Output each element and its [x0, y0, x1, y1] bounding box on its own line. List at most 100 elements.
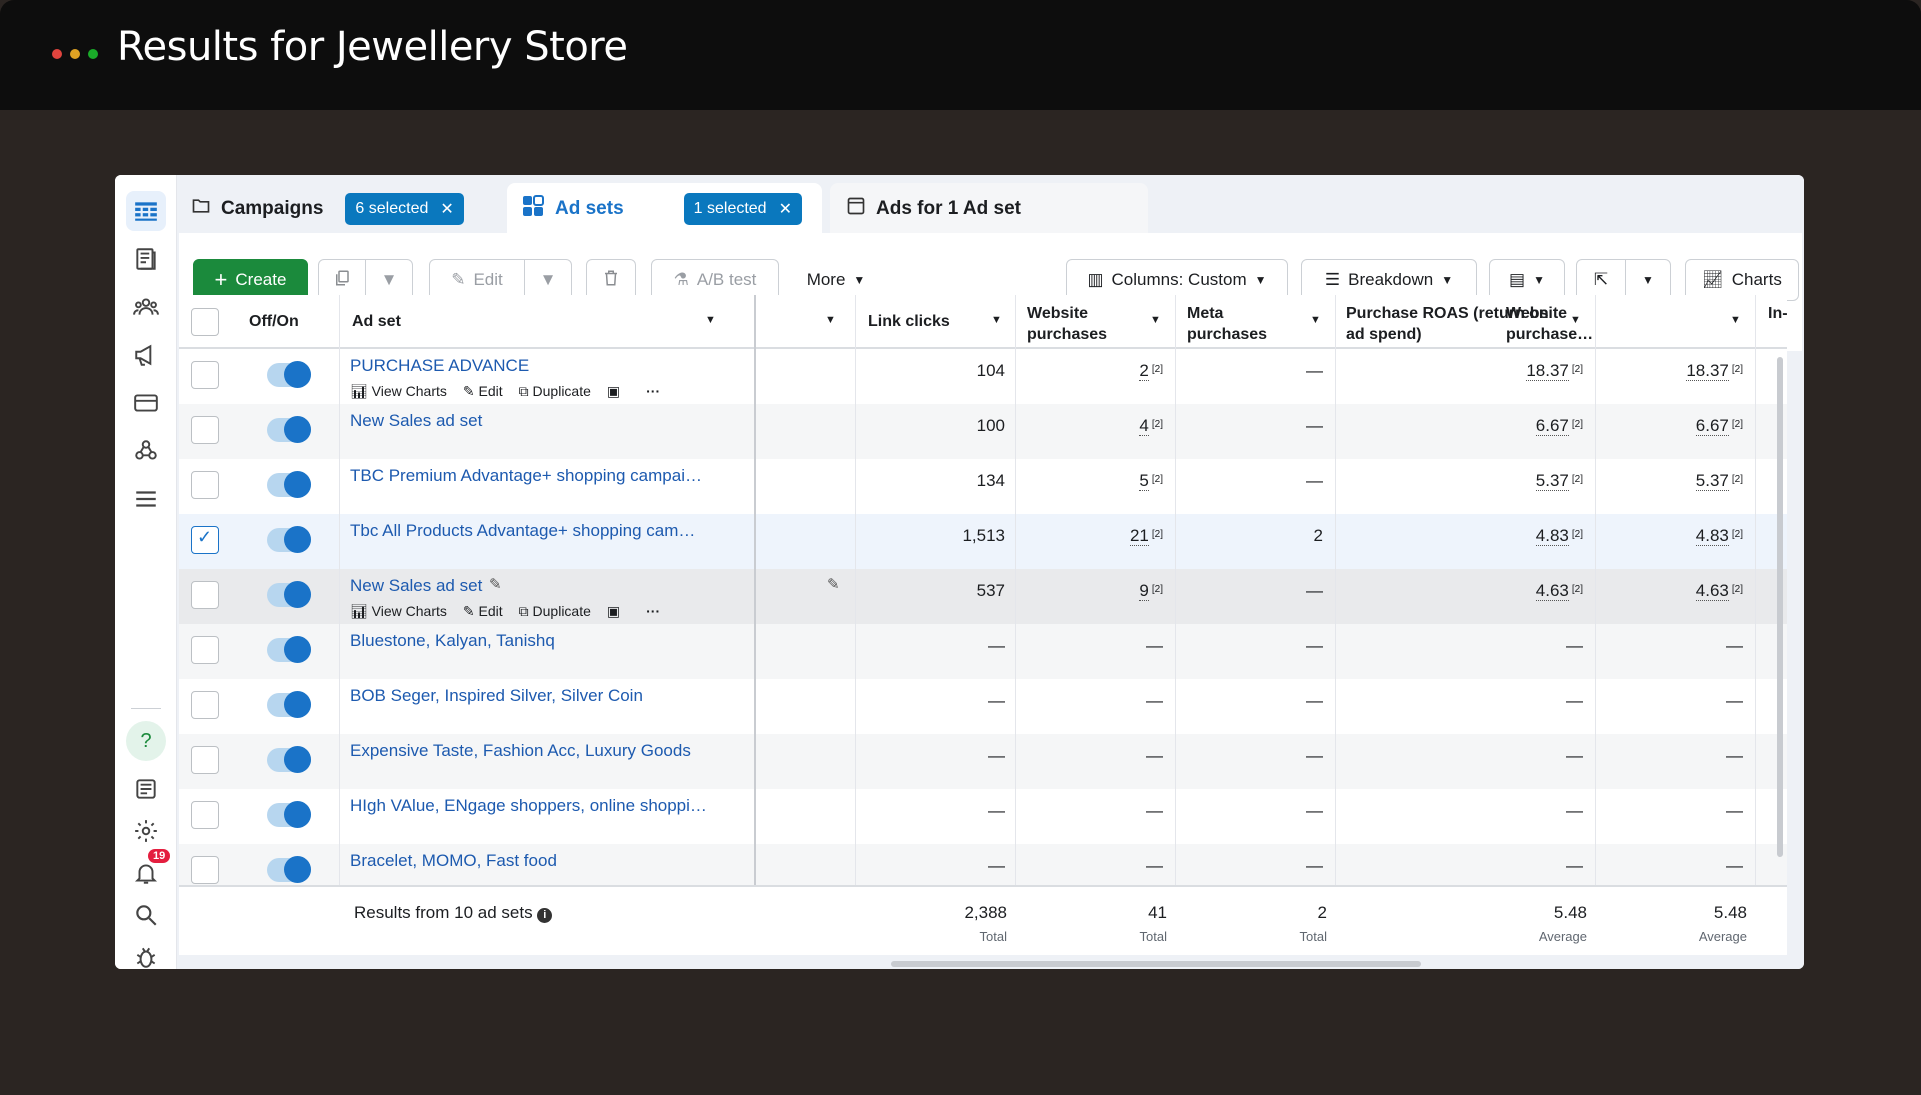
header-in-app-purchases[interactable]: In-a purc	[1768, 305, 1787, 322]
sidebar-pages-icon[interactable]	[126, 239, 166, 279]
more-button[interactable]: More ▼	[791, 259, 881, 301]
select-all-checkbox[interactable]	[191, 308, 219, 336]
sort-caret-icon[interactable]: ▼	[991, 314, 1002, 326]
cell-website-purchases[interactable]: 2 [2]	[1139, 361, 1163, 381]
duplicate-button[interactable]	[318, 259, 366, 301]
ad-set-name-link[interactable]: New Sales ad set	[350, 576, 483, 595]
sidebar-billing-icon[interactable]	[126, 383, 166, 423]
ad-set-name-link[interactable]: Tbc All Products Advantage+ shopping cam…	[350, 521, 696, 540]
ad-set-toggle[interactable]	[267, 746, 311, 773]
more-options-icon[interactable]: ···	[646, 603, 661, 619]
cell-wroas[interactable]: 6.67 [2]	[1695, 416, 1743, 436]
sort-caret-icon[interactable]: ▼	[1150, 314, 1161, 326]
help-icon[interactable]: ?	[126, 721, 166, 761]
sidebar-table-icon[interactable]	[126, 191, 166, 231]
vertical-scrollbar[interactable]	[1777, 357, 1783, 857]
edit-action[interactable]: ✎ Edit	[462, 603, 503, 619]
ad-set-toggle[interactable]	[267, 471, 311, 498]
row-checkbox[interactable]	[191, 416, 219, 444]
ad-sets-selected-chip[interactable]: 1 selected ✕	[683, 193, 802, 225]
settings-gear-icon[interactable]	[126, 811, 166, 851]
table-row[interactable]: New Sales ad set ✎ ✎ 📊︎ View Charts ✎ Edit…	[179, 569, 1787, 624]
duplicate-dropdown[interactable]: ▼	[365, 259, 413, 301]
ad-set-name-link[interactable]: BOB Seger, Inspired Silver, Silver Coin	[350, 686, 643, 705]
delete-button[interactable]	[586, 259, 636, 301]
row-checkbox[interactable]	[191, 636, 219, 664]
horizontal-scrollbar[interactable]	[891, 961, 1421, 967]
sort-caret-icon[interactable]: ▼	[1570, 314, 1581, 326]
edit-action[interactable]: ✎ Edit	[462, 383, 503, 399]
cell-website-purchases[interactable]: 4 [2]	[1139, 416, 1163, 436]
header-roas[interactable]: Purchase ROAS (return on ad spend)	[1346, 305, 1549, 343]
preview-image-icon[interactable]: ▣	[606, 603, 621, 619]
campaigns-selected-chip[interactable]: 6 selected ✕	[345, 193, 464, 225]
minimize-dot[interactable]	[70, 49, 80, 59]
ad-set-toggle[interactable]	[267, 361, 311, 388]
cell-wroas[interactable]: 18.37 [2]	[1686, 361, 1743, 381]
ad-set-name-link[interactable]: TBC Premium Advantage+ shopping campai…	[350, 466, 702, 485]
header-website-purchase-roas[interactable]: Website purchase…	[1506, 305, 1594, 343]
row-checkbox[interactable]	[191, 856, 219, 884]
breakdown-button[interactable]: ☰ Breakdown ▼	[1301, 259, 1477, 301]
columns-button[interactable]: ▥ Columns: Custom ▼	[1066, 259, 1288, 301]
row-checkbox[interactable]: ✓	[191, 526, 219, 554]
tab-ad-sets[interactable]: Ad sets 1 selected ✕	[507, 183, 822, 235]
ad-set-name-link[interactable]: Expensive Taste, Fashion Acc, Luxury Goo…	[350, 741, 691, 760]
table-row[interactable]: HIgh VAlue, ENgage shoppers, online shop…	[179, 789, 1787, 844]
row-checkbox[interactable]	[191, 746, 219, 774]
table-row[interactable]: Bluestone, Kalyan, Tanishq — — — — —	[179, 624, 1787, 679]
charts-button[interactable]: 📈︎ Charts	[1685, 259, 1799, 301]
table-row[interactable]: BOB Seger, Inspired Silver, Silver Coin —…	[179, 679, 1787, 734]
duplicate-action[interactable]: ⧉ Duplicate	[518, 603, 591, 619]
cell-wroas[interactable]: 5.37 [2]	[1695, 471, 1743, 491]
header-ad-set[interactable]: Ad set	[352, 313, 401, 330]
tab-campaigns[interactable]: Campaigns 6 selected ✕	[177, 183, 500, 235]
header-meta-purchases[interactable]: Meta purchases	[1187, 305, 1268, 343]
table-row[interactable]: TBC Premium Advantage+ shopping campai… 1…	[179, 459, 1787, 514]
close-dot[interactable]	[52, 49, 62, 59]
column-caret-icon[interactable]: ▼	[825, 314, 836, 326]
edit-button[interactable]: ✎ Edit	[429, 259, 525, 301]
rename-pencil-icon[interactable]: ✎	[489, 576, 502, 593]
export-button[interactable]: ⇱	[1576, 259, 1626, 301]
sort-caret-icon[interactable]: ▼	[705, 314, 716, 326]
header-website-purchases[interactable]: Website purchases	[1027, 305, 1108, 343]
row-checkbox[interactable]	[191, 801, 219, 829]
sort-caret-icon[interactable]: ▼	[1730, 314, 1741, 326]
duplicate-action[interactable]: ⧉ Duplicate	[518, 383, 591, 399]
row-checkbox[interactable]	[191, 471, 219, 499]
ad-set-name-link[interactable]: HIgh VAlue, ENgage shoppers, online shop…	[350, 796, 707, 815]
search-icon[interactable]	[126, 895, 166, 935]
row-checkbox[interactable]	[191, 691, 219, 719]
info-icon[interactable]: i	[537, 908, 553, 923]
table-row[interactable]: Expensive Taste, Fashion Acc, Luxury Goo…	[179, 734, 1787, 789]
sidebar-news-icon[interactable]	[126, 769, 166, 809]
clear-selection-icon[interactable]: ✕	[440, 201, 454, 218]
view-charts-action[interactable]: 📊︎ View Charts	[350, 383, 447, 399]
sidebar-campaigns-icon[interactable]	[126, 335, 166, 375]
cell-roas[interactable]: 4.83 [2]	[1535, 526, 1583, 546]
ad-set-toggle[interactable]	[267, 581, 311, 608]
ad-set-toggle[interactable]	[267, 856, 311, 883]
ad-set-name-link[interactable]: New Sales ad set	[350, 411, 483, 430]
ad-set-name-link[interactable]: Bluestone, Kalyan, Tanishq	[350, 631, 555, 650]
tab-ads[interactable]: Ads for 1 Ad set	[830, 183, 1148, 235]
row-checkbox[interactable]	[191, 581, 219, 609]
ad-set-name-link[interactable]: Bracelet, MOMO, Fast food	[350, 851, 557, 870]
table-row[interactable]: PURCHASE ADVANCE 📊︎ View Charts ✎ Edit ⧉…	[179, 349, 1787, 404]
ad-set-toggle[interactable]	[267, 801, 311, 828]
ad-set-toggle[interactable]	[267, 416, 311, 443]
table-row[interactable]: ✓ Tbc All Products Advantage+ shopping ca…	[179, 514, 1787, 569]
cell-roas[interactable]: 4.63 [2]	[1535, 581, 1583, 601]
edit-dropdown[interactable]: ▼	[524, 259, 572, 301]
bug-report-icon[interactable]	[126, 937, 166, 969]
create-button[interactable]: + Create	[193, 259, 308, 301]
ad-set-toggle[interactable]	[267, 636, 311, 663]
sidebar-menu-icon[interactable]	[126, 479, 166, 519]
sidebar-business-icon[interactable]	[126, 431, 166, 471]
row-checkbox[interactable]	[191, 361, 219, 389]
preview-image-icon[interactable]: ▣	[606, 383, 621, 399]
header-link-clicks[interactable]: Link clicks	[868, 313, 950, 330]
notifications-bell-icon[interactable]: 19	[126, 849, 171, 893]
ad-set-toggle[interactable]	[267, 691, 311, 718]
